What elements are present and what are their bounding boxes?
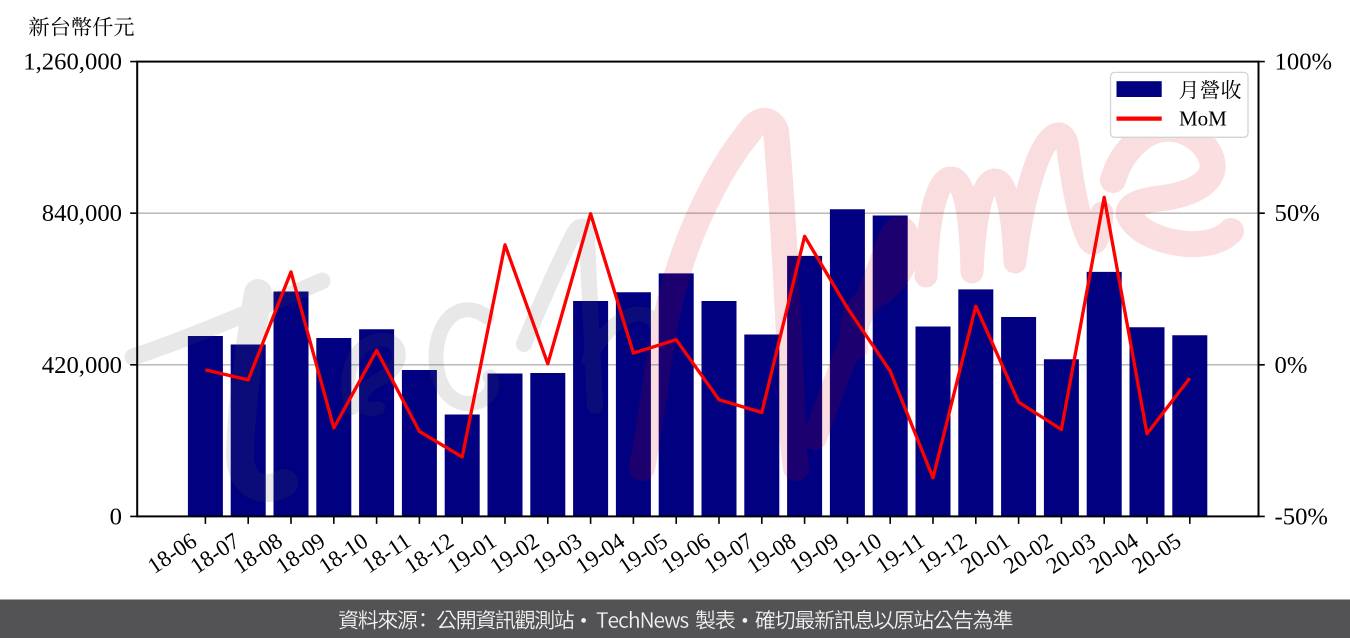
svg-text:0%: 0% — [1275, 352, 1308, 379]
svg-text:50%: 50% — [1275, 200, 1320, 227]
svg-text:0: 0 — [110, 503, 122, 530]
svg-text:-50%: -50% — [1275, 503, 1328, 530]
svg-text:840,000: 840,000 — [42, 200, 122, 227]
svg-text:100%: 100% — [1275, 49, 1333, 76]
svg-text:MoM: MoM — [1179, 107, 1227, 131]
svg-text:1,260,000: 1,260,000 — [23, 49, 122, 76]
svg-text:420,000: 420,000 — [42, 352, 122, 379]
